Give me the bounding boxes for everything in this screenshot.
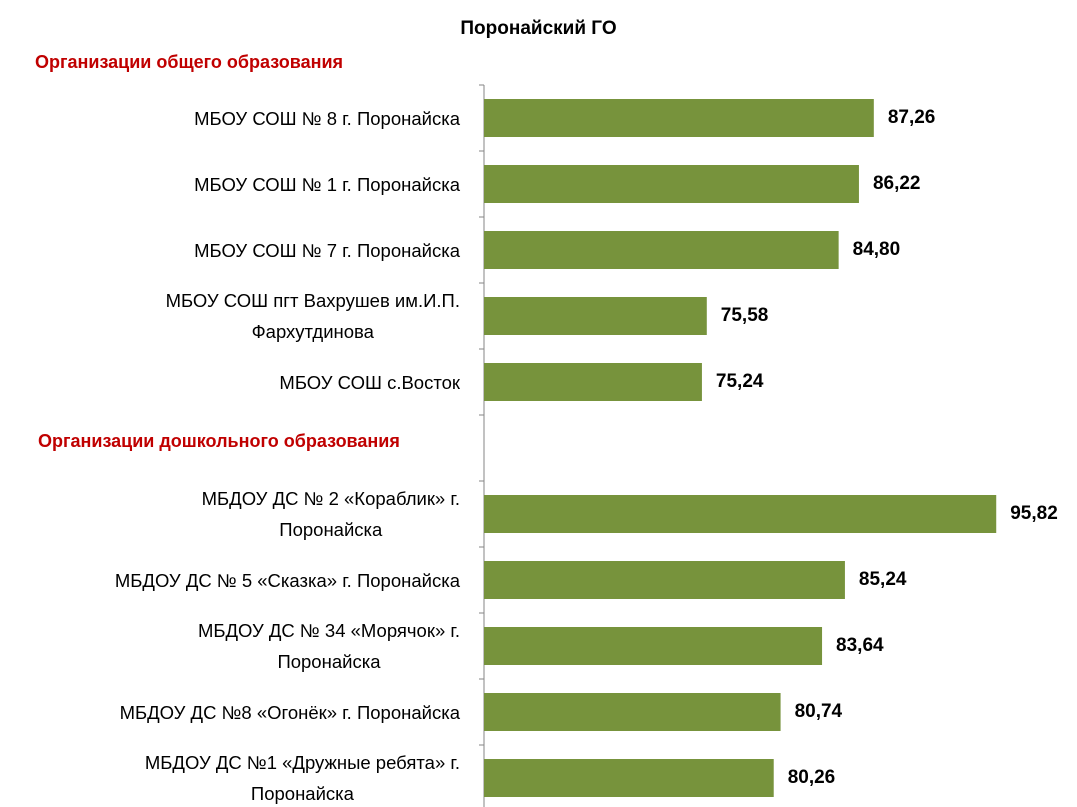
category-label: МБДОУ ДС № 5 «Сказка» г. Поронайска	[115, 547, 460, 613]
value-label: 80,26	[787, 767, 836, 788]
bar	[484, 759, 774, 797]
category-label: МБОУ СОШ пгт Вахрушев им.И.П. Фархутдино…	[166, 283, 460, 349]
value-label: 75,24	[715, 371, 764, 392]
category-text: МБДОУ ДС № 2 «Кораблик» г. Поронайска	[201, 488, 460, 540]
category-label: МБОУ СОШ с.Восток	[279, 349, 460, 415]
value-label: 80,74	[794, 701, 843, 722]
bar	[484, 495, 997, 533]
bar	[484, 693, 781, 731]
category-text: МБДОУ ДС №1 «Дружные ребята» г. Поронайс…	[144, 752, 460, 804]
group-label: Организации общего образования	[35, 52, 344, 72]
category-text: МБОУ СОШ № 8 г. Поронайска	[194, 107, 460, 129]
bar	[484, 99, 874, 137]
category-text: МБДОУ ДС № 5 «Сказка» г. Поронайска	[114, 569, 460, 591]
category-label: МБДОУ ДС №1 «Дружные ребята» г. Поронайс…	[145, 745, 460, 807]
category-text: МБДОУ ДС №8 «Огонёк» г. Поронайска	[119, 701, 460, 723]
category-text: МБОУ СОШ пгт Вахрушев им.И.П. Фархутдино…	[165, 290, 460, 342]
category-text: МБОУ СОШ № 7 г. Поронайска	[194, 239, 460, 261]
category-label: МБОУ СОШ № 1 г. Поронайска	[194, 151, 460, 217]
value-label: 86,22	[872, 173, 921, 194]
bar	[484, 561, 845, 599]
bar	[484, 231, 839, 269]
bar	[484, 165, 859, 203]
bar	[484, 363, 702, 401]
category-label: МБОУ СОШ № 8 г. Поронайска	[194, 85, 460, 151]
bar	[484, 297, 707, 335]
value-label: 84,80	[852, 239, 901, 260]
category-label: МБОУ СОШ № 7 г. Поронайска	[194, 217, 460, 283]
group-label: Организации дошкольного образования	[38, 431, 400, 451]
value-label: 75,58	[720, 305, 769, 326]
category-label: МБДОУ ДС № 34 «Морячок» г. Поронайска	[198, 613, 460, 679]
category-text: МБДОУ ДС № 34 «Морячок» г. Поронайска	[197, 620, 460, 672]
value-label: 87,26	[887, 107, 936, 128]
value-label: 95,82	[1010, 503, 1058, 524]
bar	[484, 627, 823, 665]
category-label: МБДОУ ДС № 2 «Кораблик» г. Поронайска	[202, 481, 460, 547]
value-label: 83,64	[836, 635, 884, 656]
value-label: 85,24	[858, 569, 907, 590]
category-text: МБОУ СОШ № 1 г. Поронайска	[194, 173, 460, 195]
category-label: МБДОУ ДС №8 «Огонёк» г. Поронайска	[120, 679, 460, 745]
chart-title: Поронайский ГО	[460, 18, 617, 39]
category-text: МБОУ СОШ с.Восток	[279, 371, 460, 393]
